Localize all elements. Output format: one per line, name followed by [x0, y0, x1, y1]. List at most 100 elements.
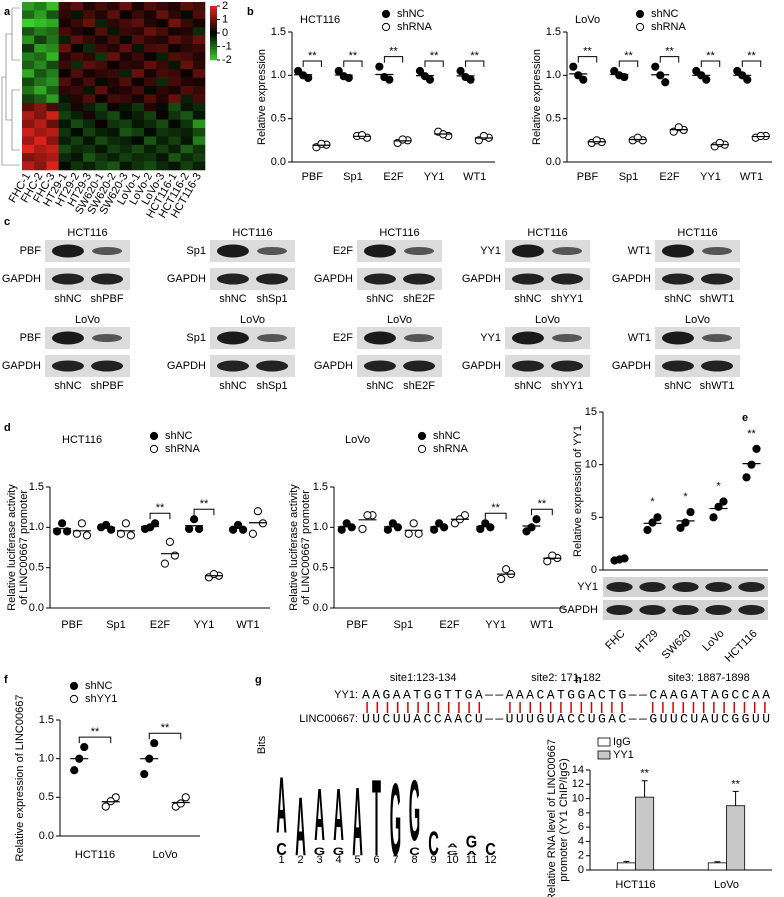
blot-band [511, 273, 544, 285]
data-point [532, 515, 541, 524]
heatmap-cell [156, 161, 169, 171]
heatmap-cell [192, 161, 206, 171]
significance: ** [538, 498, 547, 510]
significance-bracket [531, 508, 553, 516]
data-point [82, 531, 92, 540]
legend-label: shRNA [433, 443, 469, 455]
logo-letter: A [295, 780, 306, 873]
data-point [548, 551, 557, 560]
heatmap-cell [180, 119, 194, 129]
heatmap-cell [192, 2, 206, 11]
error-bar [641, 780, 648, 798]
heatmap-cell [131, 86, 145, 95]
data-point [126, 531, 135, 540]
x-tick-label: 3 [316, 854, 322, 866]
heatmap-cell [34, 153, 47, 162]
blot-control: GAPDH [314, 273, 353, 285]
blot-cell: HCT116 [67, 227, 107, 239]
y-tick-label: 2 [578, 850, 584, 862]
blot-membrane [505, 268, 590, 290]
significance: ** [430, 50, 439, 62]
heatmap-cell [95, 10, 108, 20]
heatmap-cell [180, 86, 194, 95]
heatmap-cell [180, 144, 194, 154]
blot-target: YY1 [480, 332, 501, 344]
data-point [643, 525, 652, 535]
blot-band [705, 582, 732, 592]
heatmap-cell [58, 52, 72, 62]
heatmap-cell [131, 18, 145, 28]
heatmap-cell [70, 10, 84, 20]
heatmap-cell [192, 35, 206, 45]
blot-band [551, 273, 584, 285]
legend-label: shYY1 [85, 693, 117, 705]
logo-letter: G [390, 761, 401, 877]
logo-letter: A [314, 773, 325, 856]
colorbar-step [210, 46, 217, 50]
heatmap-cell [192, 69, 206, 78]
colorbar-step [210, 22, 217, 26]
blot-lane: shNC [366, 380, 394, 392]
heatmap-cell [83, 27, 96, 36]
significance: ** [156, 502, 165, 514]
heatmap-cell [156, 10, 169, 20]
chart-title: HCT116 [300, 14, 340, 26]
heatmap-cell [192, 60, 206, 70]
heatmap-cell [46, 35, 59, 45]
blot-band [403, 273, 436, 285]
heatmap-cell [168, 52, 181, 62]
legend-marker [417, 444, 427, 454]
data-point [681, 518, 690, 527]
blot-band [661, 244, 694, 258]
significance-bracket [577, 56, 598, 63]
data-point [363, 511, 372, 520]
heatmap-cell [34, 60, 47, 70]
blot-band [91, 360, 124, 372]
heatmap-cell [95, 119, 108, 129]
data-point [742, 473, 751, 482]
heatmap-cell [34, 52, 47, 62]
y-tick-label: 0.0 [271, 156, 286, 168]
heatmap-cell [144, 144, 157, 154]
heatmap-cell [192, 136, 206, 146]
heatmap-cell [144, 119, 157, 129]
heatmap-cell [107, 44, 120, 53]
data-point [476, 524, 485, 534]
colorbar-step [210, 43, 217, 47]
heatmap-cell [83, 35, 96, 45]
heatmap-cell [34, 10, 47, 20]
significance: ** [470, 50, 479, 62]
heatmap-cell [168, 60, 181, 70]
blot-band [404, 247, 435, 255]
heatmap-cell [192, 94, 206, 104]
heatmap-cell [58, 86, 72, 95]
heatmap-cell [119, 161, 133, 171]
heatmap-cell [58, 27, 72, 36]
significance: ** [491, 502, 500, 514]
heatmap-cell [192, 144, 206, 154]
heatmap-cell [156, 144, 169, 154]
heatmap-cell [180, 52, 194, 62]
significance: ** [731, 778, 740, 790]
x-tick-label: PBF [302, 171, 324, 183]
blot-band [216, 273, 249, 285]
heatmap-cell [95, 94, 108, 104]
heatmap-cell [107, 128, 120, 137]
y-tick-label: 0.5 [39, 791, 54, 803]
heatmap-cell [83, 60, 96, 70]
heatmap-cell [168, 10, 181, 20]
sequence-label: LINC00667: [299, 713, 358, 725]
heatmap-cell [180, 128, 194, 137]
error-bar [714, 861, 721, 863]
blot-lane: shNC [664, 293, 692, 305]
heatmap-cell [107, 10, 120, 20]
heatmap-cell [119, 119, 133, 129]
heatmap-cell [168, 35, 181, 45]
data-point [569, 62, 578, 71]
data-point [165, 537, 174, 546]
blot-control: GAPDH [314, 360, 353, 372]
heatmap-cell [46, 27, 59, 36]
heatmap-cell [58, 69, 72, 78]
chart-title: LoVo [345, 434, 370, 446]
heatmap-cell [119, 35, 133, 45]
